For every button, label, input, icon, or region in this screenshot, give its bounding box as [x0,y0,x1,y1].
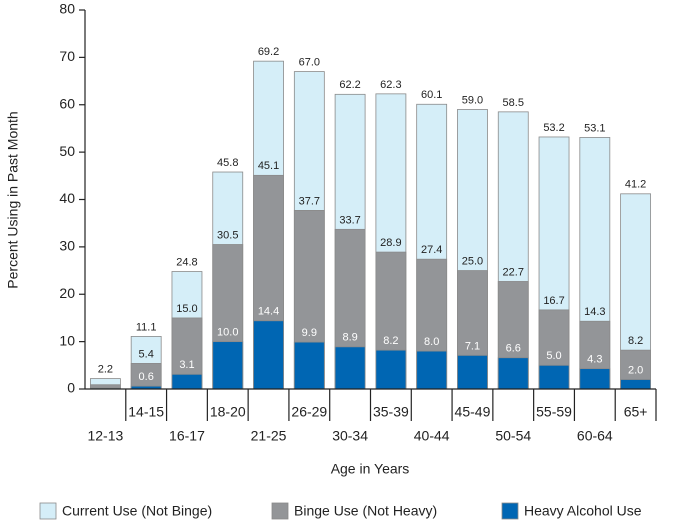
value-label: 15.0 [176,303,197,315]
x-tick-label: 16-17 [169,428,205,444]
y-tick-label: 80 [59,1,75,17]
bar [416,350,448,390]
y-axis-title: Percent Using in Past Month [5,111,21,288]
value-label: 53.1 [584,122,605,134]
bar [497,357,529,390]
bar [253,320,284,390]
bar [579,368,611,390]
bar [620,379,652,390]
value-label: 27.4 [421,244,442,256]
value-label: 58.5 [503,97,524,109]
value-label: 8.2 [628,335,643,347]
x-tick-label: 26-29 [291,404,327,420]
value-label: 8.2 [383,335,398,347]
x-tick-label: 35-39 [373,404,409,420]
x-tick-label: 30-34 [332,428,368,444]
value-label: 14.3 [584,306,605,318]
value-label: 60.1 [421,89,442,101]
bar [212,341,244,390]
y-tick-label: 30 [59,238,75,254]
value-label: 7.1 [465,340,480,352]
legend-swatch [501,502,519,520]
value-label: 45.1 [258,160,279,172]
x-tick-label: 60-64 [577,428,613,444]
value-label: 37.7 [299,195,320,207]
y-tick-label: 50 [59,143,75,159]
value-label: 10.0 [217,327,238,339]
x-tick-label: 21-25 [251,428,287,444]
bar [171,373,203,390]
value-label: 9.9 [302,327,317,339]
bar [334,346,366,390]
x-tick-label: 45-49 [455,404,491,420]
value-label: 11.1 [136,321,157,333]
x-tick-label: 12-13 [87,428,123,444]
y-tick-label: 60 [59,95,75,111]
value-label: 53.2 [543,122,564,134]
legend-swatch [271,502,289,520]
legend-label: Heavy Alcohol Use [524,503,642,519]
value-label: 16.7 [543,295,564,307]
y-tick-label: 70 [59,48,75,64]
x-axis-title: Age in Years [331,461,410,477]
value-label: 3.1 [179,359,194,371]
x-tick-label: 14-15 [128,404,164,420]
value-label: 45.8 [217,157,238,169]
value-label: 5.0 [546,350,561,362]
value-label: 59.0 [462,94,483,106]
value-label: 0.6 [139,371,154,383]
x-tick-label: 50-54 [495,428,531,444]
value-label: 6.6 [506,343,521,355]
bar [375,349,407,390]
x-tick-label: 55-59 [536,404,572,420]
value-label: 5.4 [139,348,154,360]
y-tick-label: 10 [59,332,75,348]
legend-label: Binge Use (Not Heavy) [294,503,437,519]
legend-swatch [39,502,57,520]
x-tick-label: 40-44 [414,428,450,444]
legend-label: Current Use (Not Binge) [62,503,212,519]
value-label: 62.3 [380,79,401,91]
y-tick-label: 40 [59,190,75,206]
value-label: 28.9 [380,237,401,249]
value-label: 22.7 [503,266,524,278]
y-tick-label: 0 [67,380,75,396]
bar [130,363,162,390]
value-label: 24.8 [176,256,197,268]
y-tick-label: 20 [59,285,75,301]
value-label: 62.2 [339,79,360,91]
x-tick-label: 18-20 [210,404,246,420]
value-label: 2.2 [98,363,113,375]
bar [293,341,325,390]
value-label: 8.9 [342,332,357,344]
value-label: 4.3 [587,354,602,366]
value-label: 14.4 [258,306,279,318]
value-label: 67.0 [299,56,320,68]
value-label: 8.0 [424,336,439,348]
value-label: 41.2 [625,179,646,191]
value-label: 33.7 [339,214,360,226]
bar [457,354,488,390]
value-label: 2.0 [628,364,643,376]
bar [538,364,570,390]
value-label: 30.5 [217,229,238,241]
value-label: 69.2 [258,46,279,58]
value-label: 25.0 [462,255,483,267]
x-tick-label: 65+ [624,404,648,420]
